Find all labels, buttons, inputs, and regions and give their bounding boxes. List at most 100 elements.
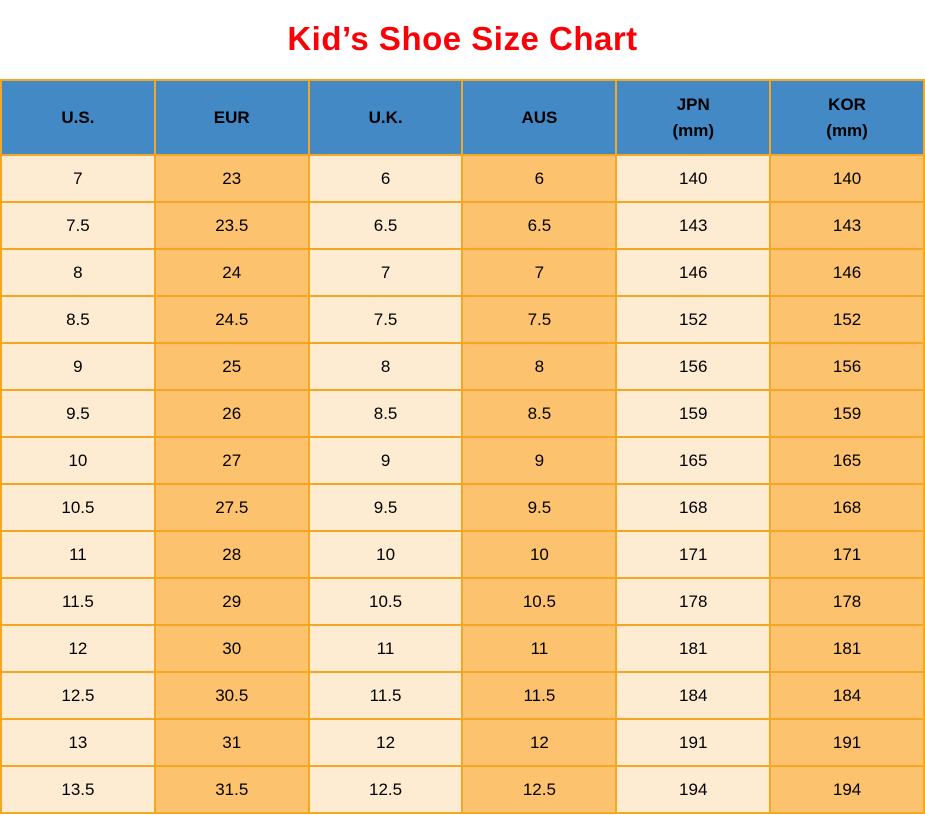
table-cell: 152 <box>769 295 925 344</box>
table-cell: 194 <box>615 765 772 814</box>
table-cell: 24.5 <box>153 295 310 344</box>
column-header-unit: (mm) <box>826 120 868 140</box>
table-row: 7 23 6 6 140 140 <box>0 154 925 203</box>
table-cell: 10.5 <box>0 483 156 532</box>
table-cell: 156 <box>769 342 925 391</box>
table-body: 7 23 6 6 140 140 7.5 23.5 6.5 6.5 143 143 8 24 7 7 146 14… <box>0 154 925 814</box>
table-cell: 143 <box>769 201 925 250</box>
table-header: U.S. EUR U.K. AUS JPN (mm) KOR (mm) <box>0 79 925 156</box>
column-header-uk: U.K. <box>307 79 464 156</box>
table-cell: 10 <box>461 530 618 579</box>
column-header-label: U.K. <box>368 107 403 127</box>
table-cell: 12 <box>0 624 156 673</box>
table-cell: 143 <box>615 201 772 250</box>
table-cell: 11.5 <box>0 577 156 626</box>
table-cell: 165 <box>615 436 772 485</box>
table-cell: 11 <box>0 530 156 579</box>
table-cell: 7.5 <box>0 201 156 250</box>
table-cell: 9 <box>461 436 618 485</box>
table-cell: 23 <box>153 154 310 203</box>
table-cell: 6.5 <box>461 201 618 250</box>
table-cell: 194 <box>769 765 925 814</box>
table-cell: 10 <box>307 530 464 579</box>
table-row: 12.5 30.5 11.5 11.5 184 184 <box>0 671 925 720</box>
table-cell: 12.5 <box>0 671 156 720</box>
column-header-jpn: JPN (mm) <box>615 79 772 156</box>
table-cell: 6 <box>461 154 618 203</box>
table-cell: 191 <box>615 718 772 767</box>
table-cell: 13 <box>0 718 156 767</box>
table-cell: 171 <box>615 530 772 579</box>
table-cell: 156 <box>615 342 772 391</box>
table-cell: 9 <box>307 436 464 485</box>
column-header-eur: EUR <box>153 79 310 156</box>
table-cell: 30 <box>153 624 310 673</box>
table-cell: 8.5 <box>307 389 464 438</box>
table-cell: 140 <box>615 154 772 203</box>
column-header-label: U.S. <box>61 107 95 127</box>
table-row: 11.5 29 10.5 10.5 178 178 <box>0 577 925 626</box>
table-cell: 26 <box>153 389 310 438</box>
table-cell: 8 <box>307 342 464 391</box>
table-cell: 7 <box>0 154 156 203</box>
table-cell: 184 <box>615 671 772 720</box>
table-cell: 25 <box>153 342 310 391</box>
table-cell: 23.5 <box>153 201 310 250</box>
column-header-label: AUS <box>521 107 558 127</box>
table-cell: 7 <box>461 248 618 297</box>
table-cell: 8.5 <box>0 295 156 344</box>
table-cell: 27.5 <box>153 483 310 532</box>
table-cell: 13.5 <box>0 765 156 814</box>
table-cell: 12.5 <box>307 765 464 814</box>
table-cell: 159 <box>769 389 925 438</box>
table-cell: 24 <box>153 248 310 297</box>
table-cell: 146 <box>615 248 772 297</box>
table-cell: 9 <box>0 342 156 391</box>
table-cell: 8 <box>0 248 156 297</box>
table-cell: 159 <box>615 389 772 438</box>
table-row: 8.5 24.5 7.5 7.5 152 152 <box>0 295 925 344</box>
table-cell: 11 <box>461 624 618 673</box>
table-cell: 178 <box>769 577 925 626</box>
table-row: 13.5 31.5 12.5 12.5 194 194 <box>0 765 925 814</box>
table-cell: 30.5 <box>153 671 310 720</box>
column-header-kor: KOR (mm) <box>769 79 925 156</box>
table-cell: 152 <box>615 295 772 344</box>
table-row: 12 30 11 11 181 181 <box>0 624 925 673</box>
table-cell: 12 <box>461 718 618 767</box>
table-header-row: U.S. EUR U.K. AUS JPN (mm) KOR (mm) <box>0 79 925 156</box>
table-cell: 8 <box>461 342 618 391</box>
table-cell: 9.5 <box>461 483 618 532</box>
table-cell: 9.5 <box>307 483 464 532</box>
table-row: 10 27 9 9 165 165 <box>0 436 925 485</box>
table-cell: 168 <box>615 483 772 532</box>
table-row: 7.5 23.5 6.5 6.5 143 143 <box>0 201 925 250</box>
table-cell: 12 <box>307 718 464 767</box>
table-cell: 178 <box>615 577 772 626</box>
column-header-label: EUR <box>213 107 250 127</box>
table-cell: 8.5 <box>461 389 618 438</box>
table-cell: 7.5 <box>307 295 464 344</box>
shoe-size-table: U.S. EUR U.K. AUS JPN (mm) KOR (mm) <box>0 79 925 814</box>
table-cell: 181 <box>769 624 925 673</box>
table-row: 9.5 26 8.5 8.5 159 159 <box>0 389 925 438</box>
table-row: 8 24 7 7 146 146 <box>0 248 925 297</box>
table-cell: 27 <box>153 436 310 485</box>
table-cell: 7 <box>307 248 464 297</box>
table-cell: 165 <box>769 436 925 485</box>
table-row: 9 25 8 8 156 156 <box>0 342 925 391</box>
table-cell: 6 <box>307 154 464 203</box>
table-cell: 146 <box>769 248 925 297</box>
table-cell: 6.5 <box>307 201 464 250</box>
table-cell: 140 <box>769 154 925 203</box>
column-header-label: JPN <box>676 95 710 114</box>
table-cell: 181 <box>615 624 772 673</box>
table-cell: 9.5 <box>0 389 156 438</box>
column-header-us: U.S. <box>0 79 156 156</box>
table-cell: 31 <box>153 718 310 767</box>
table-cell: 10.5 <box>461 577 618 626</box>
table-cell: 191 <box>769 718 925 767</box>
table-cell: 7.5 <box>461 295 618 344</box>
table-cell: 28 <box>153 530 310 579</box>
